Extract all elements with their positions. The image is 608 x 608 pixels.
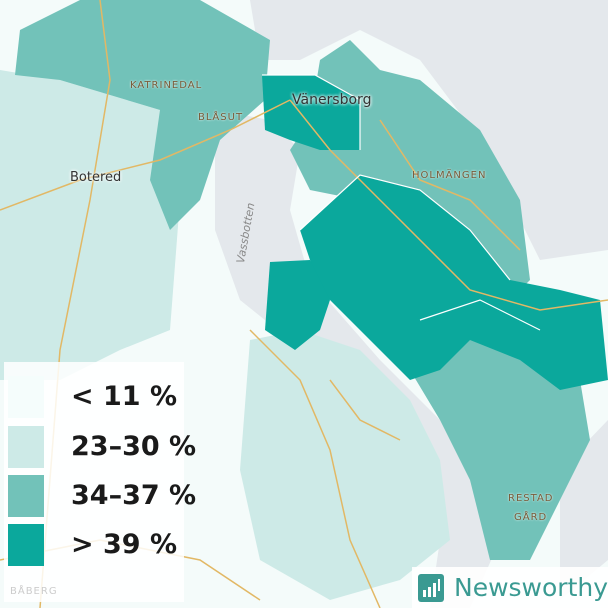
place-label-baberg: BÅBERG (10, 586, 58, 597)
lake-vanern (250, 0, 608, 260)
legend-item: > 39 % (8, 524, 177, 566)
place-label-restad-2: GÅRD (514, 512, 548, 523)
district-katrinedal (15, 0, 270, 230)
place-label-vanersborg: Vänersborg (292, 92, 372, 108)
district-west (0, 70, 180, 380)
legend-label: 34–37 % (71, 480, 197, 511)
legend-item: < 11 % (8, 376, 177, 418)
place-label-holmangen: HOLMÄNGEN (412, 170, 487, 181)
place-label-katrinedal: KATRINEDAL (130, 80, 203, 91)
place-label-restad-1: RESTAD (508, 493, 554, 504)
legend-label: > 39 % (71, 529, 178, 560)
district-south (240, 330, 450, 600)
place-label-blasut: BLÅSUT (198, 112, 244, 123)
legend: < 11 % 23–30 % 34–37 % > 39 % BÅBERG (4, 362, 196, 602)
district-southwest (265, 260, 330, 350)
district-east (300, 175, 608, 390)
legend-label: 23–30 % (71, 431, 197, 462)
newsworthy-logo[interactable]: Newsworthy (412, 567, 608, 608)
legend-label: < 11 % (71, 381, 178, 412)
legend-swatch (8, 475, 44, 517)
legend-swatch (8, 524, 44, 566)
district-centrum (262, 75, 360, 150)
place-label-botered: Botered (70, 170, 122, 185)
district-borders (262, 74, 541, 331)
legend-item: 34–37 % (8, 475, 196, 517)
legend-swatch (8, 376, 44, 418)
brand-name: Newsworthy (454, 572, 608, 602)
legend-swatch (8, 426, 44, 468)
legend-item: 23–30 % (8, 426, 196, 468)
bar-chart-logo-icon (418, 573, 444, 602)
